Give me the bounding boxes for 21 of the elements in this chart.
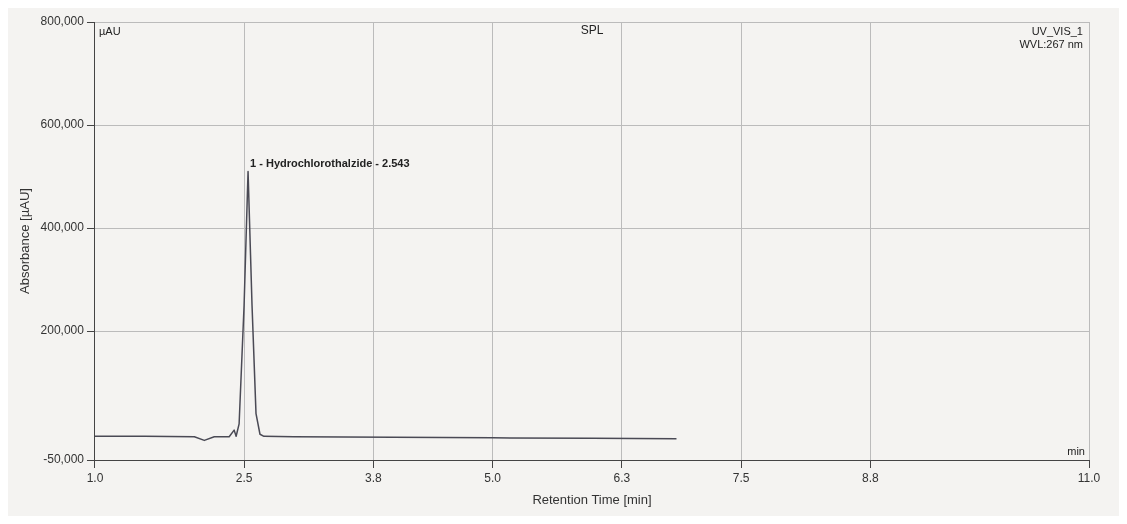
x-axis-title: Retention Time [min] [532, 491, 652, 507]
chart-title: SPL [580, 23, 604, 38]
y-tick-label: 800,000 [40, 14, 85, 29]
x-tick-label: 6.3 [613, 470, 631, 485]
x-tick-label: 2.5 [235, 470, 253, 485]
x-tick-label: 1.0 [86, 470, 104, 485]
y-axis-title: Absorbance [µAU] [17, 188, 33, 294]
annotation: min [1067, 444, 1085, 457]
x-tick-label: 8.8 [861, 470, 879, 485]
x-tick-label: 7.5 [732, 470, 750, 485]
y-tick-label: -50,000 [43, 452, 85, 467]
x-tick-label: 5.0 [484, 470, 502, 485]
annotation: µAU [98, 24, 121, 37]
y-tick-label: 200,000 [40, 323, 85, 338]
annotation: 1 - Hydrochlorothalzide - 2.543 [250, 156, 410, 169]
y-tick-label: 400,000 [40, 220, 85, 235]
x-tick-label: 11.0 [1077, 470, 1101, 485]
annotation: WVL:267 nm [1019, 37, 1083, 50]
y-tick-label: 600,000 [40, 117, 85, 132]
x-tick-label: 3.8 [364, 470, 382, 485]
annotation: UV_VIS_1 [1031, 24, 1083, 37]
